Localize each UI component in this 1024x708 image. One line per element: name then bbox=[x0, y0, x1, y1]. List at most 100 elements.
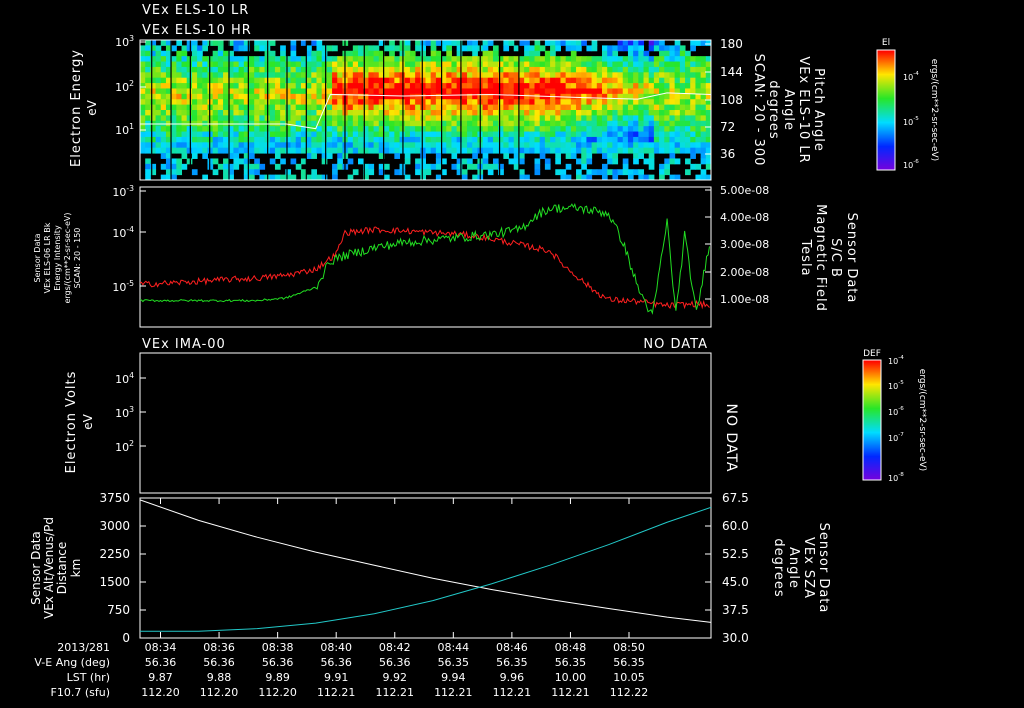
spectrogram-cell bbox=[217, 147, 224, 154]
spectrogram-cell bbox=[695, 66, 702, 73]
spectrogram-cell bbox=[420, 169, 426, 176]
lst-value: 9.88 bbox=[207, 671, 232, 684]
spectrogram-cell bbox=[550, 88, 556, 95]
spectrogram-cell bbox=[503, 56, 510, 63]
spectrogram-cell bbox=[591, 120, 598, 127]
spectrogram-cell bbox=[451, 72, 458, 79]
spectrogram-cell bbox=[332, 174, 338, 181]
spectrogram-cell bbox=[456, 115, 463, 122]
spectrogram-cell bbox=[705, 99, 712, 106]
spectrogram-cell bbox=[176, 147, 183, 154]
spectrogram-cell bbox=[316, 147, 323, 154]
colorbar-step bbox=[863, 442, 881, 444]
spectrogram-cell bbox=[659, 142, 665, 149]
spectrogram-cell bbox=[300, 115, 307, 122]
spectrogram-cell bbox=[705, 56, 712, 63]
spectrogram-cell bbox=[565, 66, 572, 73]
spectrogram-cell bbox=[633, 142, 639, 149]
spectrogram-cell bbox=[352, 110, 359, 116]
spectrogram-cell bbox=[487, 169, 494, 176]
time-row-label: F10.7 (sfu) bbox=[51, 686, 110, 699]
y2-tick-label: 60.0 bbox=[722, 519, 749, 533]
spectrogram-cell bbox=[534, 120, 541, 127]
spectrogram-cell bbox=[441, 56, 447, 63]
f107-value: 112.21 bbox=[493, 686, 532, 699]
spectrogram-cell bbox=[570, 66, 577, 73]
spectrogram-cell bbox=[544, 136, 551, 143]
spectrogram-cell bbox=[539, 66, 546, 73]
spectrogram-cell bbox=[321, 66, 328, 73]
spectrogram-cell bbox=[518, 104, 525, 111]
colorbar-step bbox=[863, 407, 881, 409]
spectrogram-cell bbox=[285, 169, 292, 176]
spectrogram-cell bbox=[690, 66, 696, 73]
spectrogram-cell bbox=[461, 110, 468, 116]
spectrogram-cell bbox=[430, 126, 437, 133]
colorbar-step bbox=[863, 385, 881, 387]
spectrogram-cell bbox=[150, 142, 157, 149]
spectrogram-cell bbox=[186, 99, 193, 106]
spectrogram-cell bbox=[472, 66, 478, 73]
spectrogram-cell bbox=[633, 120, 639, 127]
colorbar-step bbox=[877, 154, 895, 156]
colorbar-step bbox=[863, 409, 881, 411]
spectrogram-cell bbox=[358, 147, 364, 154]
spectrogram-cell bbox=[508, 56, 515, 63]
spectrogram-cell bbox=[565, 61, 572, 68]
spectrogram-cell bbox=[368, 110, 375, 116]
spectrogram-cell bbox=[669, 174, 676, 181]
spectrogram-cell bbox=[659, 40, 665, 46]
spectrogram-cell bbox=[394, 66, 401, 73]
spectrogram-cell bbox=[259, 77, 266, 84]
spectrogram-cell bbox=[383, 163, 390, 170]
spectrogram-cell bbox=[607, 120, 613, 127]
y-tick-label: 3750 bbox=[99, 491, 130, 505]
spectrogram-cell bbox=[685, 120, 691, 127]
spectrogram-cell bbox=[596, 147, 603, 154]
time-label: 08:40 bbox=[320, 641, 352, 654]
spectrogram-cell bbox=[326, 104, 333, 111]
spectrogram-cell bbox=[233, 40, 240, 46]
spectrogram-cell bbox=[383, 45, 390, 52]
spectrogram-cell bbox=[591, 126, 598, 133]
spectrogram-cell bbox=[435, 66, 442, 73]
colorbar-frame bbox=[876, 49, 896, 171]
spectrogram-cell bbox=[638, 169, 645, 176]
spectrogram-cell bbox=[238, 40, 245, 46]
spectrogram-cell bbox=[560, 88, 567, 95]
spectrogram-cell bbox=[653, 93, 660, 100]
spectrogram-cell bbox=[326, 115, 333, 122]
spectrogram-cell bbox=[456, 83, 463, 89]
spectrogram-cell bbox=[202, 142, 208, 149]
spectrogram-cell bbox=[430, 115, 437, 122]
spectrogram-cell bbox=[300, 93, 307, 100]
spectrogram-cell bbox=[638, 40, 645, 46]
spectrogram-cell bbox=[622, 61, 629, 68]
spectrogram-cell bbox=[207, 158, 214, 165]
spectrogram-cell bbox=[420, 93, 426, 100]
colorbar-step bbox=[863, 451, 881, 453]
spectrogram-cell bbox=[456, 110, 463, 116]
spectrogram-cell bbox=[160, 83, 167, 89]
spectrogram-cell bbox=[316, 104, 323, 111]
spectrogram-cell bbox=[648, 99, 655, 106]
spectrogram-cell bbox=[534, 126, 541, 133]
colorbar-step bbox=[877, 83, 895, 85]
spectrogram-cell bbox=[145, 56, 151, 63]
spectrogram-cell bbox=[274, 56, 281, 63]
spectrogram-cell bbox=[534, 147, 541, 154]
spectrogram-cell bbox=[311, 88, 317, 95]
spectrogram-cell bbox=[378, 66, 385, 73]
spectrogram-cell bbox=[633, 93, 639, 100]
spectrogram-cell bbox=[140, 104, 146, 111]
spectrogram-cell bbox=[285, 110, 292, 116]
spectrogram-cell bbox=[389, 77, 395, 84]
spectrogram-cell bbox=[332, 45, 338, 52]
spectrogram-cell bbox=[243, 131, 250, 138]
spectrogram-cell bbox=[347, 88, 354, 95]
spectrogram-cell bbox=[669, 136, 676, 143]
spectrogram-cell bbox=[274, 110, 281, 116]
spectrogram-cell bbox=[638, 136, 645, 143]
colorbar-units: ergs/(cm**2-sr-sec-eV) bbox=[929, 59, 939, 161]
colorbar-step bbox=[863, 477, 881, 479]
